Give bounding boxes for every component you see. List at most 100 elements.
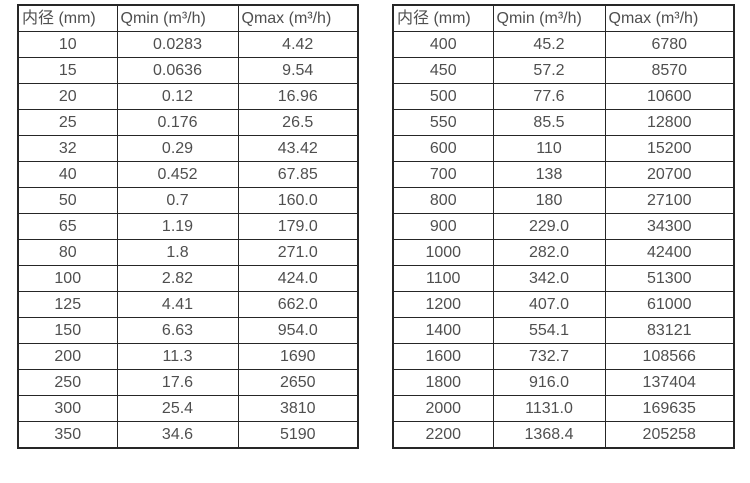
data-cell: 500 xyxy=(392,83,494,110)
data-cell: 407.0 xyxy=(492,291,606,318)
data-cell: 25.4 xyxy=(116,395,239,422)
table-body: 400 45.2 6780 450 57.2 8570 500 77.6 10600 550 85.… xyxy=(392,31,735,449)
data-cell: 1400 xyxy=(392,317,494,344)
data-cell: 3810 xyxy=(237,395,359,422)
table-row: 200 11.3 1690 xyxy=(17,343,359,370)
table-row: 65 1.19 179.0 xyxy=(17,213,359,240)
header-cell: Qmax (m³/h) xyxy=(604,4,735,32)
data-cell: 4.42 xyxy=(237,31,359,58)
data-cell: 43.42 xyxy=(237,135,359,162)
data-cell: 900 xyxy=(392,213,494,240)
data-cell: 2200 xyxy=(392,421,494,449)
header-cell: Qmax (m³/h) xyxy=(237,4,359,32)
table-row: 900 229.0 34300 xyxy=(392,213,735,240)
data-cell: 85.5 xyxy=(492,109,606,136)
data-cell: 2650 xyxy=(237,369,359,396)
data-cell: 16.96 xyxy=(237,83,359,110)
data-cell: 550 xyxy=(392,109,494,136)
data-cell: 15 xyxy=(17,57,118,84)
data-cell: 1131.0 xyxy=(492,395,606,422)
data-cell: 169635 xyxy=(604,395,735,422)
data-cell: 250 xyxy=(17,369,118,396)
data-cell: 45.2 xyxy=(492,31,606,58)
data-cell: 5190 xyxy=(237,421,359,449)
table-row: 2200 1368.4 205258 xyxy=(392,421,735,449)
data-cell: 662.0 xyxy=(237,291,359,318)
data-cell: 1368.4 xyxy=(492,421,606,449)
table-row: 300 25.4 3810 xyxy=(17,395,359,422)
data-cell: 916.0 xyxy=(492,369,606,396)
table-row: 25 0.176 26.5 xyxy=(17,109,359,136)
data-cell: 138 xyxy=(492,161,606,188)
data-cell: 34.6 xyxy=(116,421,239,449)
table-row: 1200 407.0 61000 xyxy=(392,291,735,318)
table-row: 40 0.452 67.85 xyxy=(17,161,359,188)
table-row: 1600 732.7 108566 xyxy=(392,343,735,370)
data-cell: 160.0 xyxy=(237,187,359,214)
data-cell: 179.0 xyxy=(237,213,359,240)
data-cell: 800 xyxy=(392,187,494,214)
data-cell: 1200 xyxy=(392,291,494,318)
header-cell: 内径 (mm) xyxy=(17,4,118,32)
data-cell: 6780 xyxy=(604,31,735,58)
header-row: 内径 (mm) Qmin (m³/h) Qmax (m³/h) xyxy=(17,4,359,32)
flow-spec-table-small-diameters: 内径 (mm) Qmin (m³/h) Qmax (m³/h) 10 0.0283 4.… xyxy=(17,4,359,449)
data-cell: 1600 xyxy=(392,343,494,370)
header-cell: 内径 (mm) xyxy=(392,4,494,32)
data-cell: 400 xyxy=(392,31,494,58)
data-cell: 1.8 xyxy=(116,239,239,266)
data-cell: 83121 xyxy=(604,317,735,344)
data-cell: 0.176 xyxy=(116,109,239,136)
table-body: 10 0.0283 4.42 15 0.0636 9.54 20 0.12 16.96 25 0.1… xyxy=(17,31,359,449)
data-cell: 51300 xyxy=(604,265,735,292)
data-cell: 32 xyxy=(17,135,118,162)
data-cell: 125 xyxy=(17,291,118,318)
data-cell: 4.41 xyxy=(116,291,239,318)
data-cell: 25 xyxy=(17,109,118,136)
data-cell: 100 xyxy=(17,265,118,292)
data-cell: 282.0 xyxy=(492,239,606,266)
table-row: 550 85.5 12800 xyxy=(392,109,735,136)
data-cell: 229.0 xyxy=(492,213,606,240)
data-cell: 954.0 xyxy=(237,317,359,344)
data-cell: 34300 xyxy=(604,213,735,240)
data-cell: 26.5 xyxy=(237,109,359,136)
flow-spec-table-large-diameters: 内径 (mm) Qmin (m³/h) Qmax (m³/h) 400 45.2 678… xyxy=(392,4,735,449)
table-row: 80 1.8 271.0 xyxy=(17,239,359,266)
header-cell: Qmin (m³/h) xyxy=(116,4,239,32)
table-row: 150 6.63 954.0 xyxy=(17,317,359,344)
data-cell: 1000 xyxy=(392,239,494,266)
data-cell: 15200 xyxy=(604,135,735,162)
data-cell: 200 xyxy=(17,343,118,370)
table-row: 600 110 15200 xyxy=(392,135,735,162)
data-cell: 450 xyxy=(392,57,494,84)
table-row: 50 0.7 160.0 xyxy=(17,187,359,214)
data-cell: 350 xyxy=(17,421,118,449)
data-cell: 108566 xyxy=(604,343,735,370)
table-row: 800 180 27100 xyxy=(392,187,735,214)
data-cell: 8570 xyxy=(604,57,735,84)
table-row: 10 0.0283 4.42 xyxy=(17,31,359,58)
data-cell: 424.0 xyxy=(237,265,359,292)
table-row: 100 2.82 424.0 xyxy=(17,265,359,292)
data-cell: 554.1 xyxy=(492,317,606,344)
data-cell: 17.6 xyxy=(116,369,239,396)
table-row: 1800 916.0 137404 xyxy=(392,369,735,396)
header-row: 内径 (mm) Qmin (m³/h) Qmax (m³/h) xyxy=(392,4,735,32)
table-row: 20 0.12 16.96 xyxy=(17,83,359,110)
table-row: 350 34.6 5190 xyxy=(17,421,359,449)
data-cell: 271.0 xyxy=(237,239,359,266)
data-cell: 67.85 xyxy=(237,161,359,188)
data-cell: 77.6 xyxy=(492,83,606,110)
table-row: 1100 342.0 51300 xyxy=(392,265,735,292)
table-header-row: 内径 (mm) Qmin (m³/h) Qmax (m³/h) xyxy=(17,4,359,32)
table-row: 450 57.2 8570 xyxy=(392,57,735,84)
header-cell: Qmin (m³/h) xyxy=(492,4,606,32)
table-row: 1000 282.0 42400 xyxy=(392,239,735,266)
data-cell: 50 xyxy=(17,187,118,214)
data-cell: 2.82 xyxy=(116,265,239,292)
table-row: 700 138 20700 xyxy=(392,161,735,188)
data-cell: 6.63 xyxy=(116,317,239,344)
data-cell: 1.19 xyxy=(116,213,239,240)
data-cell: 57.2 xyxy=(492,57,606,84)
